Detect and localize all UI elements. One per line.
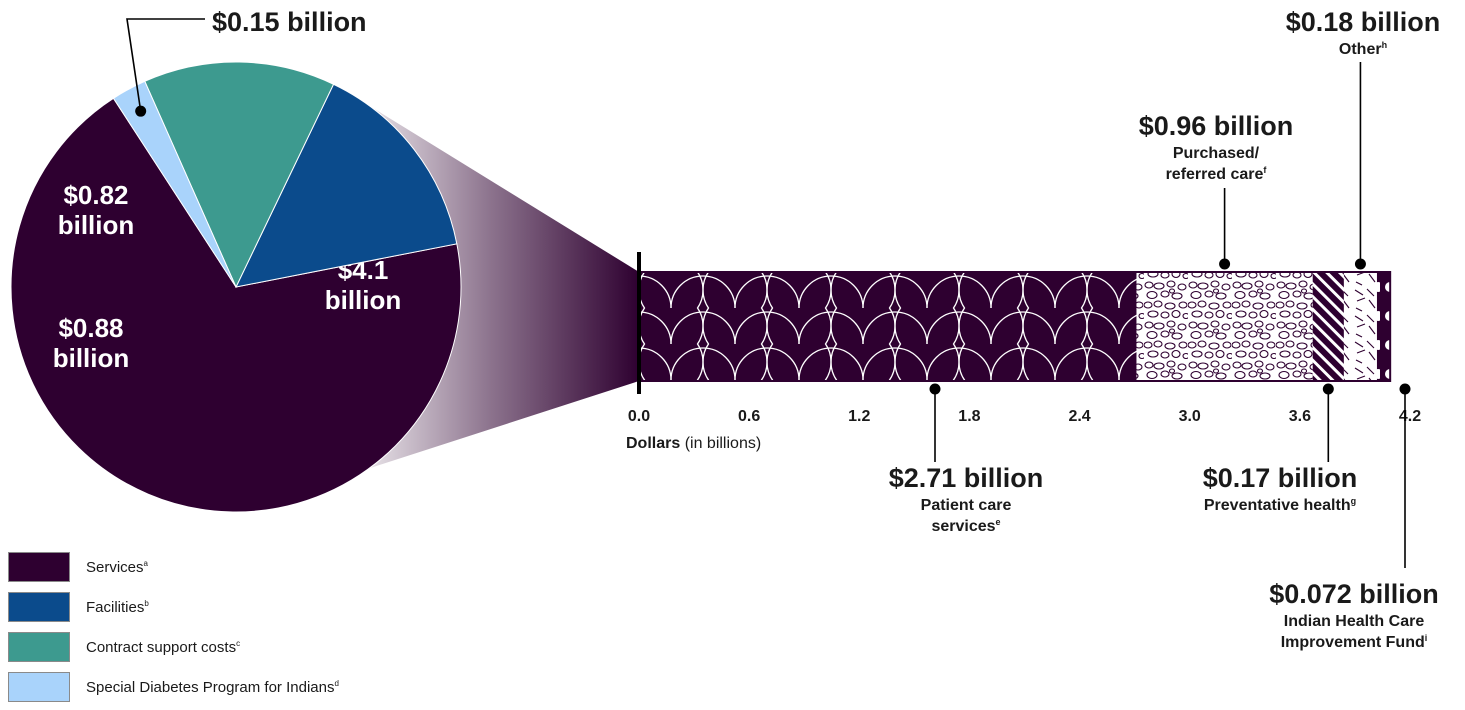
x-tick-label: 3.0 [1179, 408, 1201, 425]
x-tick-label: 2.4 [1068, 408, 1090, 425]
legend-swatch [8, 672, 70, 702]
bar-segment [1136, 272, 1313, 381]
x-axis-label: Dollars (in billions) [626, 435, 761, 452]
legend-footnote: c [236, 639, 241, 648]
legend-label: Contract support costs [86, 639, 237, 656]
pie-slice [144, 61, 335, 289]
x-tick-label: 0.6 [738, 408, 760, 425]
x-tick-label: 1.8 [958, 408, 980, 425]
legend-footnote: d [334, 679, 339, 688]
bar-callout-value: $0.96 billion [1139, 111, 1294, 141]
pie-callout-value: $0.15 billion [212, 7, 367, 37]
x-tick-label: 4.2 [1399, 408, 1421, 425]
bar-callout-label: Improvement Fundi [1281, 633, 1428, 651]
bar-callout-label: Indian Health Care [1284, 613, 1425, 630]
bar-callout-label: Purchased/ [1173, 145, 1260, 162]
leader-dot [1399, 383, 1411, 395]
x-tick-label: 3.6 [1289, 408, 1311, 425]
pie-slice-label: billion [53, 343, 130, 373]
bar-callout-value: $0.18 billion [1286, 7, 1441, 37]
x-tick-label: 1.2 [848, 408, 870, 425]
bar-callout-label: Patient care [921, 497, 1012, 514]
leader-dot [929, 383, 941, 395]
bar-callout-label: Otherh [1339, 40, 1387, 58]
bar-callout-value: $0.17 billion [1203, 463, 1358, 493]
pie-slice-label: billion [325, 285, 402, 315]
pie-slice [112, 80, 237, 288]
bar-segment [639, 272, 1137, 381]
bar-callout-label: Preventative healthg [1204, 496, 1356, 514]
bar-segment [1343, 272, 1377, 381]
pie-slice [235, 83, 458, 288]
bar-callout-value: $2.71 billion [889, 463, 1044, 493]
pie-slice-label: billion [58, 210, 135, 240]
legend-label: Special Diabetes Program for Indians [86, 679, 335, 696]
leader-dot [1219, 258, 1231, 270]
pie-slice-label: $0.88 [58, 313, 123, 343]
x-tick-label: 0.0 [628, 408, 650, 425]
bar-segment [1376, 272, 1391, 381]
legend-footnote: a [143, 559, 148, 568]
legend-swatch [8, 592, 70, 622]
bar-segment [1312, 272, 1344, 381]
legend-swatch [8, 632, 70, 662]
legend-label: Facilities [86, 599, 145, 616]
pie-slice [10, 97, 462, 513]
bar-callout-value: $0.072 billion [1269, 579, 1439, 609]
legend-swatch [8, 552, 70, 582]
bar-callout-label: servicese [931, 517, 1000, 535]
leader-dot [1322, 383, 1334, 395]
bar-callout-label: referred caref [1166, 165, 1268, 183]
legend-label: Services [86, 559, 144, 576]
leader-line [126, 18, 205, 112]
legend-footnote: b [144, 599, 149, 608]
leader-dot [1354, 258, 1366, 270]
pie-slice-label: $0.82 [63, 180, 128, 210]
